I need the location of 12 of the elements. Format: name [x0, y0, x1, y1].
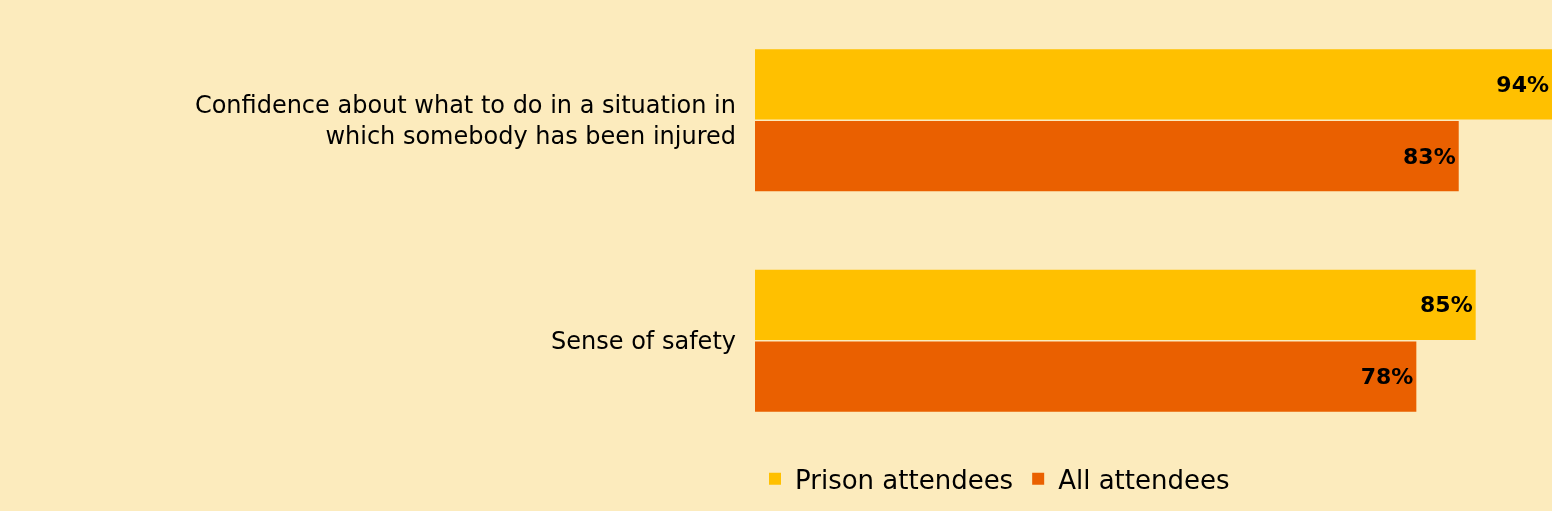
data-label: 78% — [1360, 364, 1414, 390]
bar — [755, 120, 1459, 192]
bar — [755, 49, 1552, 120]
y-tick-label: Sense of safety — [551, 327, 736, 356]
data-label: 94% — [1496, 71, 1549, 97]
bar — [755, 341, 1417, 412]
data-label: 83% — [1403, 143, 1456, 169]
data-label: 85% — [1420, 292, 1473, 318]
legend-label: All attendees — [1058, 464, 1230, 495]
y-tick-label: Confidence about what to do in a situation in which somebody has been injured — [194, 91, 736, 151]
bar — [755, 269, 1476, 341]
legend-label: Prison attendees — [795, 464, 1014, 495]
